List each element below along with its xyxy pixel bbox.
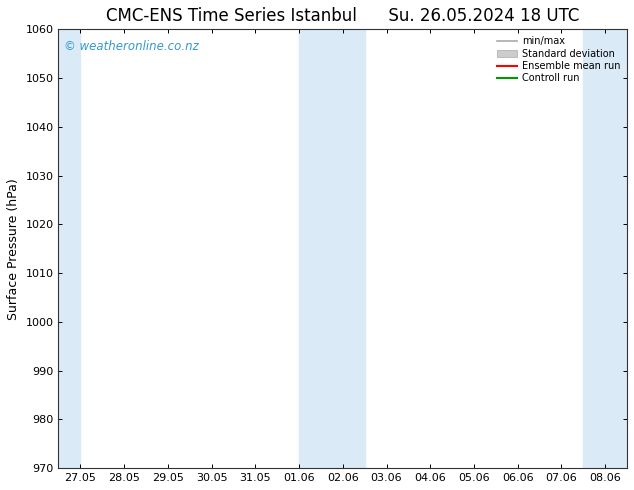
Bar [58, 29, 81, 468]
Legend: min/max, Standard deviation, Ensemble mean run, Controll run: min/max, Standard deviation, Ensemble me… [496, 34, 622, 85]
Bar [299, 29, 365, 468]
Y-axis label: Surface Pressure (hPa): Surface Pressure (hPa) [7, 178, 20, 319]
Text: © weatheronline.co.nz: © weatheronline.co.nz [64, 40, 199, 53]
Title: CMC-ENS Time Series Istanbul      Su. 26.05.2024 18 UTC: CMC-ENS Time Series Istanbul Su. 26.05.2… [106, 7, 579, 25]
Bar [583, 29, 627, 468]
